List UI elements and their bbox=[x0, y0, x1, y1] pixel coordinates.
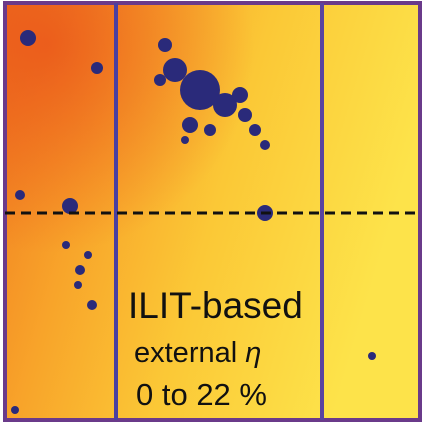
quantity-text: external bbox=[134, 337, 237, 369]
range-label: 0 to 22 % bbox=[136, 377, 267, 412]
method-label: ILIT-based bbox=[128, 285, 303, 326]
page: ILIT-based external η 0 to 22 % (() => {… bbox=[0, 0, 423, 423]
quantity-label: external η bbox=[134, 337, 261, 369]
symbol-text: η bbox=[245, 337, 261, 369]
ilit-image: ILIT-based external η 0 to 22 % bbox=[0, 0, 423, 423]
